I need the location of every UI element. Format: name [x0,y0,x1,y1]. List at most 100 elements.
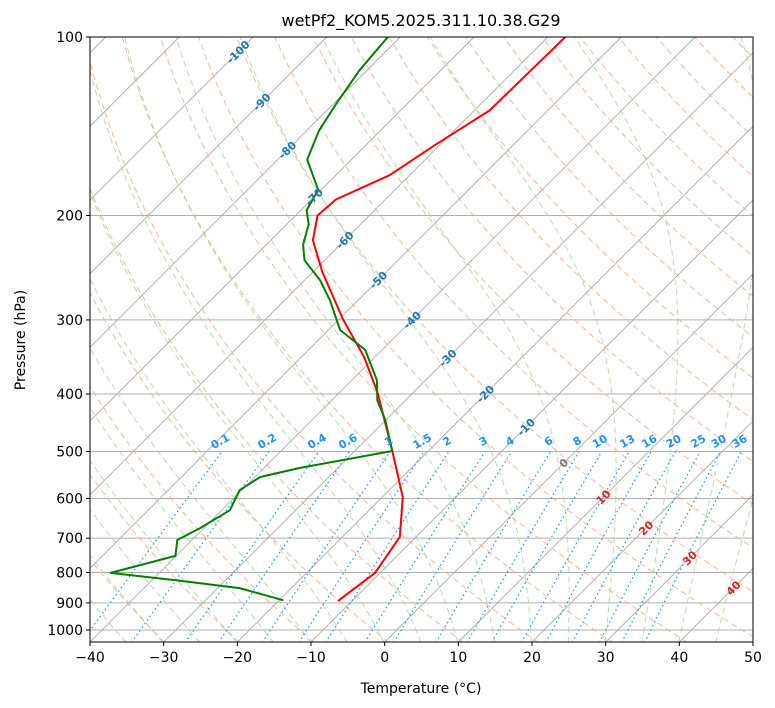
dry-adiabat-line [90,187,464,642]
mixing-ratio-label: 10 [590,432,610,451]
mixing-ratio-line [325,451,450,642]
mixing-ratio-line [571,451,677,642]
isotherm-label: -10 [515,415,538,438]
dry-adiabat-line [465,37,753,338]
y-tick-label: 300 [56,313,83,329]
mixing-ratio-line [261,451,391,642]
mixing-ratio-line [131,451,270,642]
isotherm-label: -50 [367,268,390,291]
isotherm-line [236,125,753,642]
isotherm-label: -60 [333,228,356,251]
temperature-profile [311,37,566,602]
isotherm-label: -100 [224,38,253,67]
isotherm-line [90,37,622,570]
profiles [109,37,566,602]
dry-adiabat-line [90,59,539,642]
moist-adiabat-line [90,554,164,642]
y-tick-label: 900 [56,596,83,612]
dry-adiabat-line [121,37,613,642]
x-axis: −40 −30 −20 −10 0 10 20 30 40 50 [75,642,762,666]
y-tick-label: 1000 [47,623,83,639]
isotherm-label: 10 [594,487,614,507]
x-axis-label: Temperature (°C) [360,681,482,697]
isotherm-label: -80 [276,138,299,161]
moist-adiabat-line [715,497,753,642]
moist-adiabat-line [239,37,532,642]
moist-adiabat-line [573,37,679,642]
dry-adiabat-line [503,37,753,297]
dry-adiabat-line [236,37,753,593]
mixing-ratio-line [621,451,722,642]
moist-adiabat-line [175,37,496,642]
mixing-ratio-line [298,451,425,642]
mixing-ratio-label: 3 [477,434,490,449]
mixing-ratio-line [466,451,580,642]
y-axis: 100 200 300 400 500 600 700 800 900 1000 [47,30,90,639]
isotherm-line [90,37,696,642]
x-tick-label: −20 [223,650,253,666]
isotherm-line [163,52,753,642]
y-tick-label: 700 [56,531,83,547]
mixing-ratio-line [90,451,223,632]
moist-adiabat-line [752,638,753,642]
y-tick-label: 100 [56,30,83,46]
dry-adiabat-line [198,37,753,638]
isotherm-label: -20 [474,382,497,405]
x-tick-label: −30 [149,650,179,666]
moist-adiabat-line [90,191,385,642]
x-tick-label: 30 [597,650,615,666]
mixing-ratio-label: 4 [503,434,516,449]
dry-adiabat-line [350,37,753,463]
isotherm-label: -40 [401,308,424,331]
mixing-ratio-line [435,451,552,642]
isotherm-label: 20 [636,518,656,538]
dry-adiabat-line [656,37,753,138]
mixing-ratio-line [393,451,513,642]
mixing-ratio-line [364,451,486,642]
y-tick-label: 500 [56,444,83,460]
dewpoint-profile [109,37,394,602]
y-tick-label: 200 [56,209,83,225]
moist-adiabat-line [124,37,459,642]
x-tick-label: 0 [380,650,389,666]
moist-adiabat-line [90,459,237,642]
isotherm-line [457,346,753,642]
dry-adiabat-line [90,385,315,642]
x-tick-label: 20 [523,650,541,666]
isotherm-line [752,641,753,642]
y-tick-label: 400 [56,387,83,403]
isotherm-line [90,37,254,201]
moist-adiabat-line [90,67,422,642]
x-tick-label: −40 [75,650,105,666]
mixing-ratio-label: 0.2 [255,431,278,452]
isotherm-line [605,494,753,642]
dry-adiabat-line [694,37,753,98]
mixing-ratio-label: 2 [441,434,454,449]
dry-adiabat-line [771,37,775,643]
mixing-ratio-label: 8 [571,434,584,449]
mixing-ratio-label: 36 [730,432,750,451]
chart-title: wetPf2_KOM5.2025.311.10.38.G29 [281,11,560,31]
dry-adiabat-line [274,37,753,549]
line-labels: 0.1 0.2 0.4 0.6 1 1.5 2 3 4 6 8 10 13 16 20 25 30 36-100-… [209,38,750,599]
mixing-ratio-label: 0.4 [305,431,329,452]
mixing-ratio-label: 1 [382,434,395,449]
mixing-ratio-label: 20 [664,432,684,451]
dry-adiabat-line [426,37,753,379]
mixing-ratio-line [184,451,320,642]
plot-frame [89,36,754,643]
isotherm-line [90,37,475,422]
x-tick-label: 40 [670,650,688,666]
isotherm-label: -70 [303,185,326,208]
y-tick-label: 600 [56,491,83,507]
mixing-ratio-line [644,451,742,642]
background-lines [90,37,775,643]
moist-adiabat-line [678,37,753,642]
moist-adiabat-line [90,277,348,642]
mixing-ratio-label: 25 [689,432,709,451]
mixing-ratio-label: 13 [617,432,637,451]
isotherm-label: -30 [436,346,459,369]
isotherm-line [384,273,753,642]
moist-adiabat-line [429,37,617,642]
